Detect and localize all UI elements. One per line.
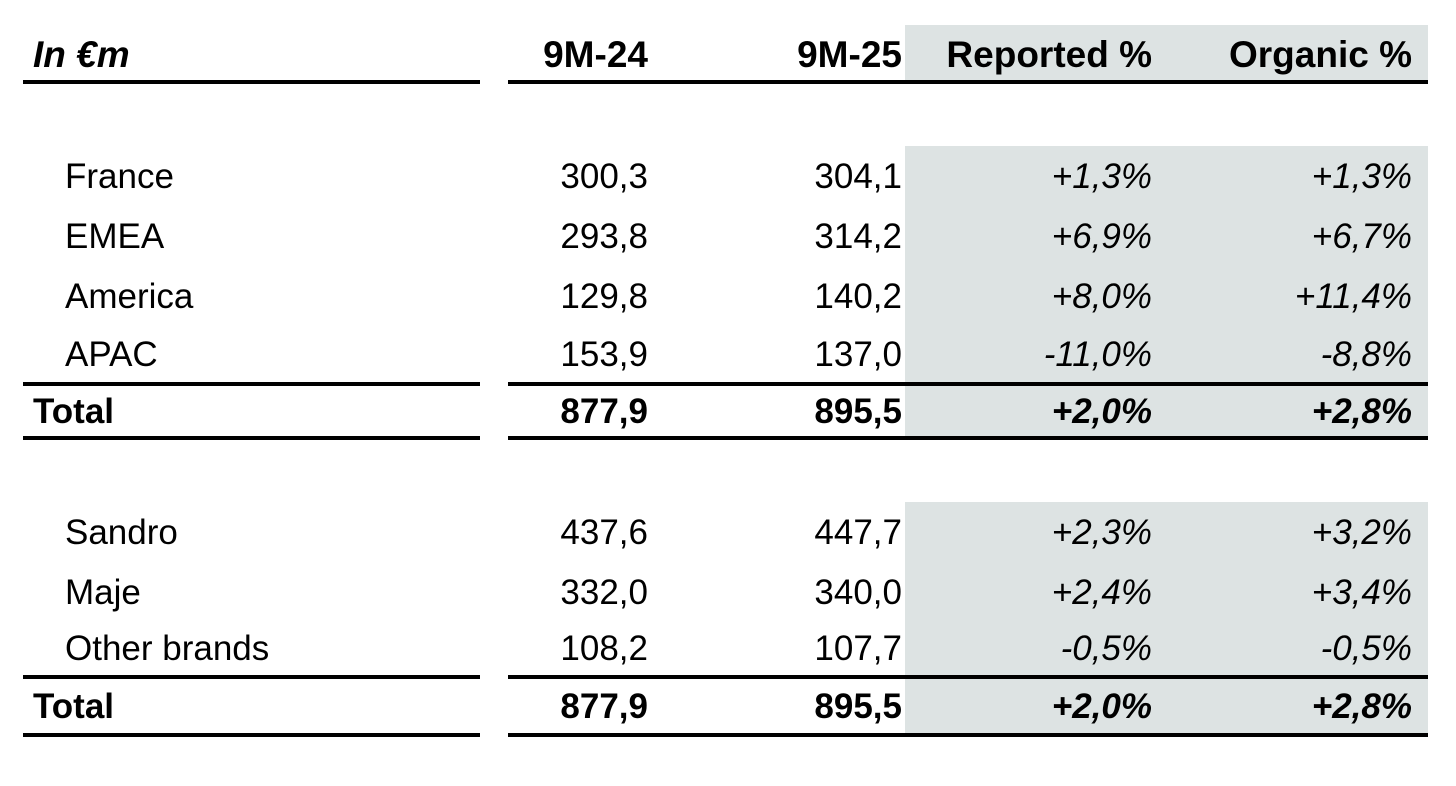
value-9m25: 140,2 bbox=[814, 276, 902, 316]
value-organic-pct: -8,8% bbox=[1157, 326, 1428, 386]
total-9m24: 877,9 bbox=[508, 679, 652, 737]
column-gap bbox=[480, 386, 508, 440]
table-row-apac: APAC 153,9 137,0 -11,0% -8,8% bbox=[23, 326, 1428, 386]
table-row-maje: Maje 332,0 340,0 +2,4% +3,4% bbox=[23, 562, 1428, 622]
value-reported-pct: +6,9% bbox=[905, 206, 1157, 266]
value-9m25: 304,1 bbox=[814, 156, 902, 196]
table-row-other-brands: Other brands 108,2 107,7 -0,5% -0,5% bbox=[23, 622, 1428, 679]
top-margin bbox=[23, 0, 1428, 25]
brand-label: Other brands bbox=[23, 622, 480, 679]
column-gap bbox=[480, 266, 508, 326]
table-row-total-brands: Total 877,9 895,5 +2,0% +2,8% bbox=[23, 679, 1428, 737]
value-9m25: 447,7 bbox=[814, 512, 902, 552]
total-9m25: 895,5 bbox=[652, 386, 905, 440]
value-9m24: 300,3 bbox=[560, 156, 648, 196]
value-reported-pct: -0,5% bbox=[905, 622, 1157, 679]
value-9m24: 108,2 bbox=[508, 622, 652, 679]
column-gap bbox=[480, 562, 508, 622]
total-label: Total bbox=[23, 679, 480, 737]
section-gap bbox=[23, 440, 1428, 502]
brand-label: Maje bbox=[65, 572, 141, 612]
value-9m24: 332,0 bbox=[560, 572, 648, 612]
total-9m24: 877,9 bbox=[508, 386, 652, 440]
bottom-margin bbox=[23, 737, 1428, 786]
region-label: APAC bbox=[23, 326, 480, 386]
table-row-emea: EMEA 293,8 314,2 +6,9% +6,7% bbox=[23, 206, 1428, 266]
value-organic-pct: -0,5% bbox=[1157, 622, 1428, 679]
column-gap bbox=[480, 679, 508, 737]
table-row-sandro: Sandro 437,6 447,7 +2,3% +3,2% bbox=[23, 502, 1428, 562]
value-9m24: 293,8 bbox=[560, 216, 648, 256]
total-organic-pct: +2,8% bbox=[1157, 679, 1428, 737]
column-gap bbox=[480, 502, 508, 562]
column-gap bbox=[480, 146, 508, 206]
total-organic-pct: +2,8% bbox=[1157, 386, 1428, 440]
table-row-america: America 129,8 140,2 +8,0% +11,4% bbox=[23, 266, 1428, 326]
column-gap bbox=[480, 622, 508, 679]
value-9m25: 314,2 bbox=[814, 216, 902, 256]
table-header-row: In €m 9M-24 9M-25 Reported % Organic % bbox=[23, 25, 1428, 84]
value-reported-pct: -11,0% bbox=[905, 326, 1157, 386]
total-reported-pct: +2,0% bbox=[905, 386, 1157, 440]
value-reported-pct: +8,0% bbox=[905, 266, 1157, 326]
total-label: Total bbox=[23, 386, 480, 440]
value-reported-pct: +2,4% bbox=[905, 562, 1157, 622]
table-row-total-regions: Total 877,9 895,5 +2,0% +2,8% bbox=[23, 386, 1428, 440]
section-gap bbox=[23, 84, 1428, 146]
table-row-france: France 300,3 304,1 +1,3% +1,3% bbox=[23, 146, 1428, 206]
value-9m25: 137,0 bbox=[652, 326, 905, 386]
unit-header: In €m bbox=[23, 25, 480, 84]
value-organic-pct: +3,4% bbox=[1157, 562, 1428, 622]
value-reported-pct: +2,3% bbox=[905, 502, 1157, 562]
value-9m25: 340,0 bbox=[814, 572, 902, 612]
value-9m24: 437,6 bbox=[560, 512, 648, 552]
brand-label: Sandro bbox=[65, 512, 178, 552]
region-label: France bbox=[65, 156, 174, 196]
value-organic-pct: +6,7% bbox=[1157, 206, 1428, 266]
column-header-9m24: 9M-24 bbox=[508, 25, 652, 84]
column-gap bbox=[480, 326, 508, 386]
value-reported-pct: +1,3% bbox=[905, 146, 1157, 206]
column-header-organic: Organic % bbox=[1157, 25, 1428, 84]
column-header-9m25: 9M-25 bbox=[652, 25, 905, 84]
column-gap bbox=[480, 25, 508, 84]
value-organic-pct: +1,3% bbox=[1157, 146, 1428, 206]
column-gap bbox=[480, 206, 508, 266]
total-reported-pct: +2,0% bbox=[905, 679, 1157, 737]
value-organic-pct: +11,4% bbox=[1157, 266, 1428, 326]
region-label: EMEA bbox=[65, 216, 165, 256]
value-organic-pct: +3,2% bbox=[1157, 502, 1428, 562]
value-9m24: 129,8 bbox=[560, 276, 648, 316]
total-9m25: 895,5 bbox=[652, 679, 905, 737]
region-label: America bbox=[65, 276, 194, 316]
column-header-reported: Reported % bbox=[905, 25, 1157, 84]
value-9m24: 153,9 bbox=[508, 326, 652, 386]
value-9m25: 107,7 bbox=[652, 622, 905, 679]
